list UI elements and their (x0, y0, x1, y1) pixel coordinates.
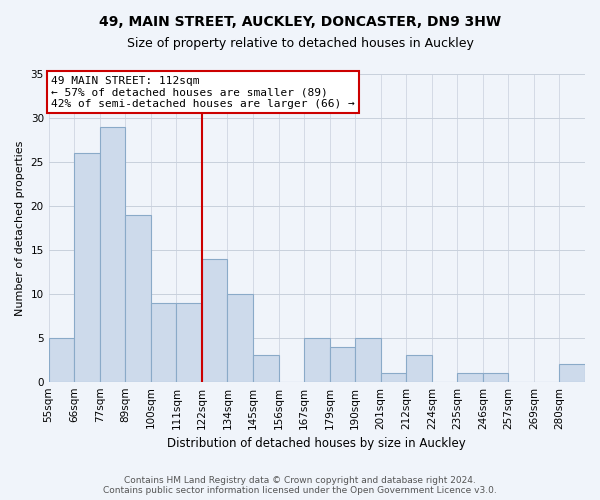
Bar (176, 302, 202, 382)
X-axis label: Distribution of detached houses by size in Auckley: Distribution of detached houses by size … (167, 437, 466, 450)
Bar (559, 364, 585, 382)
Bar (355, 338, 380, 382)
Bar (406, 356, 432, 382)
Bar (74, 153, 100, 382)
Text: 49 MAIN STREET: 112sqm
← 57% of detached houses are smaller (89)
42% of semi-det: 49 MAIN STREET: 112sqm ← 57% of detached… (51, 76, 355, 109)
Bar (100, 126, 125, 382)
Text: Size of property relative to detached houses in Auckley: Size of property relative to detached ho… (127, 38, 473, 51)
Text: 49, MAIN STREET, AUCKLEY, DONCASTER, DN9 3HW: 49, MAIN STREET, AUCKLEY, DONCASTER, DN9… (99, 15, 501, 29)
Bar (125, 214, 151, 382)
Bar (457, 373, 483, 382)
Bar (253, 356, 278, 382)
Bar (483, 373, 508, 382)
Text: Contains HM Land Registry data © Crown copyright and database right 2024.
Contai: Contains HM Land Registry data © Crown c… (103, 476, 497, 495)
Bar (49, 338, 74, 382)
Y-axis label: Number of detached properties: Number of detached properties (15, 140, 25, 316)
Bar (304, 338, 329, 382)
Bar (202, 258, 227, 382)
Bar (151, 302, 176, 382)
Bar (380, 373, 406, 382)
Bar (227, 294, 253, 382)
Bar (329, 346, 355, 382)
